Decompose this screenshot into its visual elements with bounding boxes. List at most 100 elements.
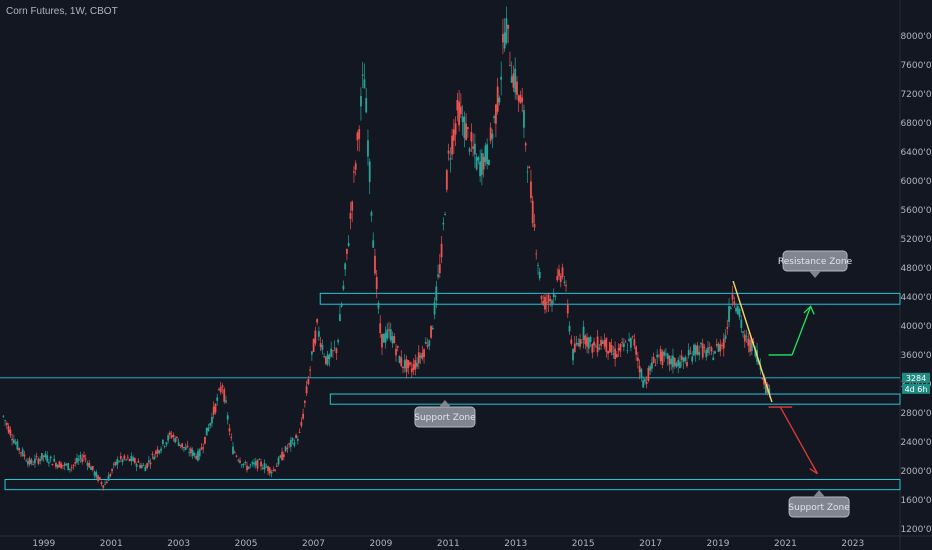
candle-body (573, 343, 576, 352)
candle-body (184, 447, 187, 450)
candle-body (314, 330, 317, 344)
candle-body (11, 438, 14, 441)
candle-body (214, 403, 217, 413)
candles (2, 6, 771, 491)
candle-body (365, 98, 368, 113)
candle-body (342, 285, 345, 290)
candle-body (93, 471, 96, 476)
candle-body (109, 474, 112, 477)
support-zone-callout-upper: Support Zone (414, 400, 476, 428)
candle-body (516, 81, 518, 95)
candle-body (610, 344, 613, 353)
candle-body (589, 336, 592, 343)
candle-body (170, 435, 173, 438)
candle-body (230, 436, 233, 438)
candle-body (726, 327, 729, 329)
candle-body (163, 446, 166, 447)
candle-body (337, 340, 340, 343)
candle-body (317, 331, 320, 337)
candle-body (291, 438, 294, 441)
candle-body (731, 294, 734, 300)
candle-body (321, 345, 324, 350)
bear-arrow-shaft (779, 406, 818, 475)
candle-body (598, 348, 601, 350)
candle-body (193, 452, 196, 456)
candle-body (246, 465, 248, 471)
candle-body (126, 456, 129, 458)
candle-body (370, 212, 373, 216)
callout-pointer (809, 271, 822, 278)
candle-body (600, 339, 602, 346)
candle-body (658, 354, 660, 356)
candle-body (547, 294, 550, 303)
candle-body (517, 95, 520, 102)
candle-body (174, 438, 177, 443)
candle-body (619, 344, 622, 352)
candle-body (191, 450, 194, 457)
candle-body (293, 442, 296, 446)
candle-body (12, 439, 15, 444)
candle-body (545, 302, 548, 304)
candle-body (631, 335, 634, 337)
candle-body (475, 156, 478, 170)
candle-body (405, 359, 408, 372)
candle-body (710, 347, 713, 352)
candle-body (125, 459, 127, 461)
candle-body (768, 388, 771, 395)
candle-body (41, 453, 43, 460)
candle-body (121, 459, 124, 463)
candle-body (721, 345, 723, 346)
x-tick-label: 2005 (235, 539, 258, 549)
candle-body (745, 336, 748, 338)
candle-body (531, 200, 534, 224)
candle-body (500, 76, 503, 80)
candle-body (505, 18, 508, 43)
candle-body (715, 344, 718, 346)
candle-body (167, 435, 170, 441)
candle-body (558, 269, 560, 277)
candle-body (116, 459, 119, 465)
candle-body (544, 296, 546, 310)
candle-body (479, 161, 482, 177)
candle-body (347, 243, 350, 246)
candle-body (542, 300, 545, 304)
candle-body (424, 341, 427, 344)
candle-body (454, 123, 457, 135)
candle-body (687, 349, 690, 356)
candle-body (708, 347, 711, 348)
last-price-tag: 3284 (902, 372, 930, 383)
candle-body (526, 171, 529, 173)
candle-body (76, 457, 78, 463)
candle-body (663, 351, 666, 356)
candle-body (168, 432, 171, 435)
candle-body (123, 455, 126, 459)
y-tick-label: 4800'0 (900, 264, 931, 274)
candle-body (55, 462, 57, 467)
callout-label: Resistance Zone (778, 257, 853, 267)
candle-body (179, 444, 182, 446)
candle-body (186, 445, 189, 448)
candle-body (223, 389, 226, 402)
candle-body (358, 129, 361, 139)
resistance-zone-callout: Resistance Zone (778, 250, 853, 278)
candle-body (493, 116, 496, 119)
candle-body (691, 356, 694, 362)
candle-body (605, 337, 608, 352)
candle-body (633, 339, 636, 346)
candle-body (165, 442, 168, 445)
candle-body (335, 348, 338, 354)
y-tick-label: 6000'0 (900, 177, 931, 187)
candle-body (582, 326, 585, 341)
candle-body (463, 116, 466, 138)
candle-body (729, 307, 732, 309)
candle-body (256, 459, 259, 469)
candle-body (440, 243, 443, 258)
candle-body (239, 460, 241, 463)
candle-body (442, 222, 445, 225)
candle-body (5, 422, 8, 426)
candle-body (587, 337, 590, 349)
candle-body (403, 360, 406, 369)
candle-body (396, 346, 399, 348)
candle-body (673, 357, 676, 366)
